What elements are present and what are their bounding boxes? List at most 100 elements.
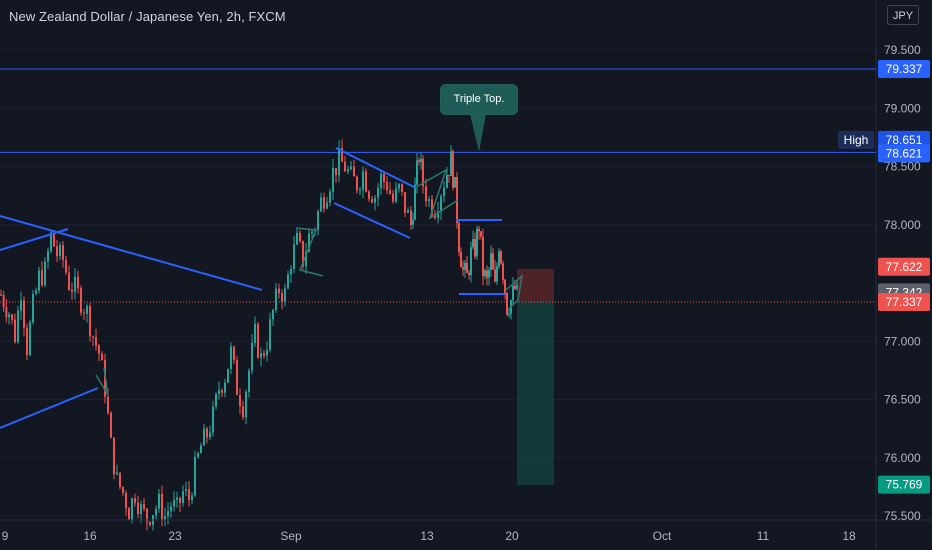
x-tick-label: 11 — [757, 529, 770, 543]
candle — [454, 176, 456, 188]
candle — [296, 228, 298, 246]
candle — [254, 316, 256, 347]
candle — [209, 425, 211, 441]
currency-button[interactable]: JPY — [887, 5, 919, 25]
x-axis[interactable]: 9 16 23 Sep 13 20 Oct 11 18 — [2, 529, 856, 543]
x-tick-label: 20 — [505, 529, 519, 543]
candle — [278, 283, 280, 299]
x-tick-label: 18 — [842, 529, 856, 543]
candle — [446, 167, 448, 189]
candle — [197, 451, 199, 459]
channel-top[interactable] — [335, 147, 417, 189]
candle — [305, 242, 307, 274]
candle — [155, 505, 157, 521]
svg-text:77.622: 77.622 — [886, 260, 923, 274]
price-label-stop: 77.622 — [878, 257, 930, 276]
candle — [516, 279, 518, 292]
candle — [68, 265, 70, 291]
candle — [92, 335, 94, 347]
candle — [480, 231, 482, 240]
candle — [407, 207, 409, 214]
candle — [200, 442, 202, 454]
candle — [212, 400, 214, 437]
trendline-rising-left[interactable] — [0, 228, 69, 251]
horizontal-levels[interactable] — [0, 68, 876, 303]
channel-bottom[interactable] — [333, 202, 411, 239]
candle — [65, 255, 67, 276]
candle — [284, 283, 286, 307]
candle — [371, 195, 373, 204]
y-tick-label: 76.500 — [884, 393, 921, 407]
candle — [464, 259, 466, 278]
candle — [460, 247, 462, 268]
candle — [89, 302, 91, 342]
candle — [380, 170, 382, 195]
candle — [179, 496, 181, 513]
candle — [38, 266, 40, 294]
candle — [62, 241, 64, 268]
candle — [332, 158, 334, 200]
candle — [468, 269, 470, 280]
candle — [412, 212, 414, 229]
candle — [260, 347, 262, 367]
candle — [44, 257, 46, 288]
candle — [359, 187, 361, 196]
y-tick-label: 76.000 — [884, 451, 921, 465]
candle — [317, 209, 319, 236]
candle — [350, 161, 352, 171]
drawings[interactable] — [0, 114, 524, 429]
candle — [392, 189, 394, 204]
candle — [164, 507, 166, 527]
candle — [140, 500, 142, 523]
candle — [101, 351, 103, 361]
candle — [56, 240, 58, 263]
price-label-target: 75.769 — [878, 475, 930, 494]
grid-lines — [0, 49, 876, 517]
candle — [122, 486, 124, 497]
candle — [374, 194, 376, 211]
candle — [418, 157, 420, 166]
candle — [32, 289, 34, 325]
candle — [203, 423, 205, 446]
candle — [218, 381, 220, 400]
candle — [233, 345, 235, 364]
candle — [490, 245, 492, 277]
candle — [113, 437, 115, 480]
candle — [239, 388, 241, 415]
triple-top-callout[interactable]: Triple Top. — [440, 84, 518, 115]
candle — [221, 388, 223, 398]
y-tick-label: 78.500 — [884, 160, 921, 174]
short-position-tool[interactable] — [517, 269, 554, 485]
candle — [215, 392, 217, 410]
candle — [452, 149, 454, 191]
candle — [14, 313, 16, 344]
candle — [320, 192, 322, 213]
candle — [146, 507, 148, 531]
candle — [8, 311, 10, 325]
candle — [414, 177, 416, 221]
candle — [484, 268, 486, 280]
candle — [404, 191, 406, 218]
candle — [275, 282, 277, 314]
candle — [266, 341, 268, 362]
candle — [395, 181, 397, 204]
candle — [326, 196, 328, 210]
candle — [290, 265, 292, 283]
candle — [486, 265, 488, 286]
candle — [498, 247, 500, 269]
candle — [245, 389, 247, 425]
candle — [302, 240, 304, 270]
candle — [206, 426, 208, 444]
candle — [428, 195, 430, 208]
trendline-lower-left[interactable] — [0, 387, 99, 429]
candle — [466, 256, 468, 274]
candle — [476, 225, 478, 260]
candle — [2, 290, 5, 312]
candle — [401, 183, 403, 196]
trendline-descending[interactable] — [0, 215, 263, 291]
candle — [329, 188, 331, 207]
candle — [353, 160, 355, 177]
candle — [23, 296, 25, 337]
